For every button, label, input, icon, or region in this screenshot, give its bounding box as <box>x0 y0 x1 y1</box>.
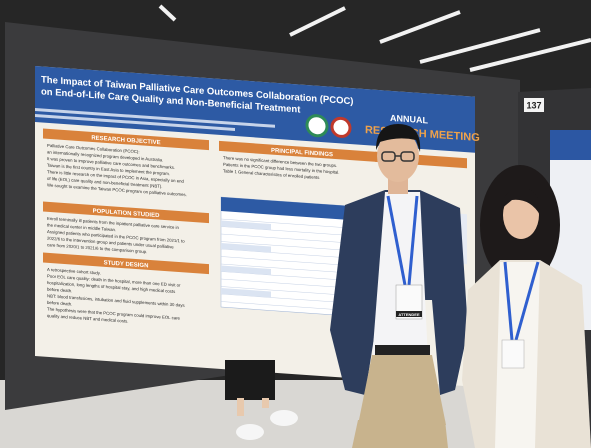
section-text: before death. <box>47 287 72 294</box>
section-heading: PRINCIPAL FINDINGS <box>271 148 333 158</box>
author-line <box>35 108 275 128</box>
booth-sign <box>524 98 544 112</box>
section-heading-bar <box>43 128 209 151</box>
section-heading: STUDY DESIGN <box>104 260 149 269</box>
sneaker <box>236 424 264 440</box>
person-leg <box>262 398 269 408</box>
woman-bangs <box>500 187 541 215</box>
table-row-line <box>221 256 361 267</box>
table-highlight <box>221 220 271 231</box>
table-row-line <box>221 218 361 230</box>
man-pants <box>352 420 448 448</box>
person-leg <box>237 398 244 416</box>
logo <box>330 116 352 138</box>
section-text: quality and reduce NBT and medical costs… <box>47 313 129 324</box>
section-heading-bar <box>219 140 385 163</box>
section-text: Palliative Care Outcomes Collaboration (… <box>47 143 140 154</box>
table-highlight <box>221 243 271 253</box>
sneaker <box>270 410 298 426</box>
table-row-line <box>221 233 361 245</box>
badge-band <box>396 311 422 317</box>
man-belt <box>375 345 430 355</box>
section-heading: POPULATION STUDIED <box>93 209 160 220</box>
section-text: Table 1 General characteristics of enrol… <box>223 168 319 180</box>
section-text: before death. <box>47 300 72 307</box>
table-highlight <box>221 265 271 276</box>
man-glasses <box>381 151 415 162</box>
poster-header <box>35 66 475 153</box>
badge-text: ATTENDEE <box>398 312 420 317</box>
man-hair <box>376 124 421 152</box>
section-heading-bar <box>43 252 209 275</box>
table-rows <box>221 218 361 312</box>
table-highlight <box>221 288 271 298</box>
section-text: A retrospective cohort study. <box>47 267 101 276</box>
woman-badge <box>501 339 525 369</box>
author-line <box>35 114 235 131</box>
section-heading: RESEARCH OBJECTIVE <box>91 135 160 146</box>
person-skirt <box>225 360 275 400</box>
table-header <box>221 197 361 221</box>
ceiling-lights <box>158 4 591 72</box>
section-heading-bar <box>43 201 209 224</box>
table-row-line <box>221 241 361 252</box>
man-pants <box>358 355 446 425</box>
section-text: the medical center in middle Taiwan. <box>47 222 116 232</box>
booth-number: 137 <box>526 101 541 111</box>
woman-lanyard <box>503 261 540 341</box>
right-poster-header <box>550 130 591 160</box>
man-lanyard <box>386 195 419 286</box>
event-name: ANNUAL <box>390 113 428 126</box>
logo <box>305 114 329 138</box>
